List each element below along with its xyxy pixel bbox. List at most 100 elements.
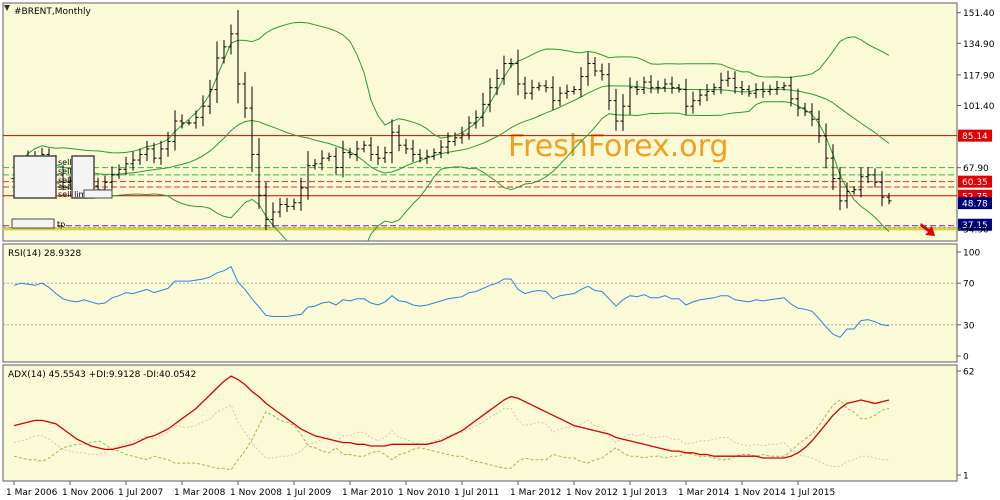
price-bar	[641, 76, 647, 95]
trade-box-small[interactable]	[71, 155, 95, 199]
price-bar	[711, 83, 717, 95]
price-panel[interactable]	[2, 2, 958, 242]
time-tick-label-6: 1 Mar 2010	[342, 488, 394, 498]
price-bar	[284, 197, 290, 212]
trade-label-sell-4: sell	[58, 183, 72, 192]
price-bar	[375, 146, 381, 166]
price-bar	[403, 138, 409, 155]
price-bar	[200, 95, 206, 127]
price-bar	[858, 167, 864, 198]
price-bar	[158, 140, 164, 165]
rsi-tick-label-0: 100	[963, 249, 980, 259]
trade-objects[interactable]: sell sell sell sell sell limit tp	[11, 155, 113, 229]
price-tag-6[interactable]	[958, 175, 992, 188]
price-bar	[795, 88, 801, 117]
price-bar	[746, 85, 752, 97]
price-bar	[830, 144, 836, 190]
price-bar	[480, 92, 486, 127]
rsi-tick-label-1: 70	[963, 280, 975, 290]
price-bar	[459, 126, 465, 144]
rsi-panel-title: RSI(14) 28.9328	[8, 249, 81, 259]
price-bar	[179, 114, 185, 129]
price-bar	[116, 164, 122, 179]
price-tick-label-5: 67.90	[963, 164, 989, 174]
price-bar	[263, 182, 269, 231]
price-bar	[361, 140, 367, 153]
price-bar	[508, 58, 514, 68]
time-tick-label-11: 1 Jul 2013	[622, 488, 667, 498]
price-bar	[305, 151, 311, 200]
price-tag-9[interactable]	[958, 218, 992, 231]
price-tag-4[interactable]	[958, 129, 992, 142]
bollinger-upper	[13, 21, 890, 179]
price-bar	[543, 80, 549, 93]
trade-box-tp[interactable]	[11, 218, 55, 229]
price-bar	[844, 182, 850, 209]
price-bar	[592, 57, 598, 77]
price-bar	[228, 24, 234, 55]
time-tick-label-10: 1 Nov 2012	[566, 488, 618, 498]
price-bar	[501, 55, 507, 85]
price-bar	[823, 123, 829, 169]
price-bar	[872, 168, 878, 188]
price-bar	[529, 79, 535, 100]
price-tick-label-1: 134.90	[963, 40, 995, 50]
rsi-line	[13, 265, 890, 338]
price-bar	[396, 124, 402, 152]
price-bar	[753, 83, 759, 99]
price-bar	[130, 151, 136, 171]
price-bar	[326, 152, 332, 162]
bollinger-middle	[13, 85, 890, 179]
price-tick-label-10: 34.90	[963, 225, 989, 235]
price-bar	[151, 142, 157, 164]
price-bar	[515, 49, 521, 96]
time-tick-label-7: 1 Nov 2010	[398, 488, 450, 498]
price-bar	[669, 76, 675, 94]
adx-panel[interactable]	[2, 364, 958, 482]
time-tick-label-9: 1 Mar 2012	[510, 488, 561, 498]
minus-di-line	[13, 399, 890, 471]
rsi-axis: 100 70 30 0	[957, 249, 980, 363]
time-tick-label-3: 1 Mar 2008	[174, 488, 226, 498]
trade-label-tp: tp	[57, 220, 65, 229]
price-bar	[249, 86, 255, 173]
price-tag-label-4: 85.14	[962, 132, 988, 142]
adx-axis: 62 1	[957, 368, 974, 482]
price-axis[interactable]: 151.40134.90117.90101.4085.1467.9060.355…	[957, 9, 995, 235]
price-bar	[620, 94, 626, 131]
price-bar	[585, 52, 591, 86]
price-bar	[802, 102, 808, 117]
price-bar	[424, 149, 430, 164]
time-tick-label-0: 1 Mar 2006	[6, 488, 58, 498]
price-bar	[298, 177, 304, 211]
trade-label-sell-1: sell	[58, 158, 72, 167]
price-bar	[242, 71, 248, 118]
price-bar	[256, 137, 262, 209]
price-bar	[186, 119, 192, 126]
price-bar	[732, 71, 738, 94]
price-bar	[235, 10, 241, 104]
price-bar	[109, 166, 115, 190]
trade-box-large[interactable]	[13, 155, 57, 199]
time-axis[interactable]: 1 Mar 2006 1 Nov 2006 1 Jul 2007 1 Mar 2008…	[6, 481, 835, 498]
adx-panel-title: ADX(14) 45.5543 +DI:9.9128 -DI:40.0542	[8, 370, 196, 380]
price-bar	[473, 110, 479, 129]
price-bar	[697, 89, 703, 106]
trade-box-sell-limit[interactable]	[83, 189, 113, 199]
adx-tick-label-1: 1	[963, 472, 969, 482]
time-tick-label-4: 1 Nov 2008	[230, 488, 282, 498]
price-tag-label-6: 60.35	[962, 178, 988, 188]
price-bar	[452, 132, 458, 146]
rsi-panel[interactable]	[2, 243, 958, 363]
price-bar	[319, 150, 325, 171]
adx-tick-label-0: 62	[963, 368, 974, 378]
price-tag-8[interactable]	[958, 197, 992, 210]
price-bar	[270, 202, 276, 228]
forecast-arrow-icon	[920, 223, 935, 236]
trade-label-sell-limit: sell limit	[58, 190, 92, 199]
price-bar	[564, 84, 570, 99]
price-bar	[494, 69, 500, 96]
price-bar	[809, 103, 815, 127]
price-bar	[837, 167, 843, 211]
price-bar	[606, 63, 612, 111]
